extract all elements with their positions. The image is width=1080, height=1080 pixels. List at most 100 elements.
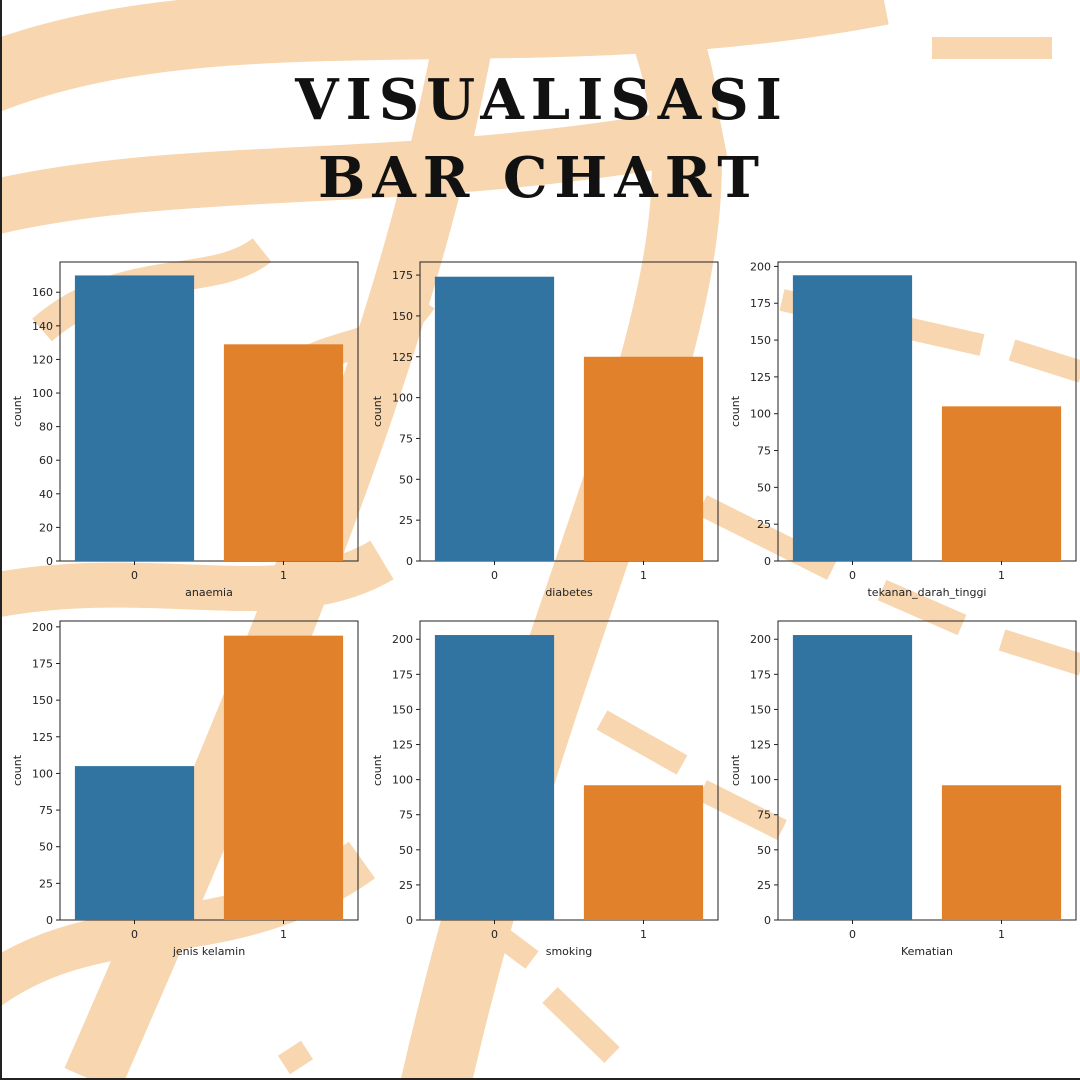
- y-tick-label: 175: [750, 668, 771, 681]
- decor-dash: [998, 629, 1080, 676]
- axes-frame: [419, 261, 719, 562]
- bar-kematian-0: [792, 635, 913, 920]
- y-tick-label: 20: [39, 521, 53, 534]
- y-tick-label: 75: [757, 445, 771, 458]
- x-tick-label: 0: [131, 928, 138, 941]
- y-tick-label: 50: [399, 844, 413, 857]
- y-tick-label: 200: [750, 633, 771, 646]
- y-tick-label: 60: [39, 454, 53, 467]
- y-tick-label: 100: [750, 408, 771, 421]
- y-tick-label: 150: [750, 703, 771, 716]
- decor-dash: [542, 987, 620, 1063]
- axes-frame: [777, 261, 1077, 562]
- y-tick-label: 100: [32, 387, 53, 400]
- x-tick-label: 1: [640, 569, 647, 582]
- x-tick-label: 0: [131, 569, 138, 582]
- axes-frame: [777, 620, 1077, 921]
- y-tick-label: 50: [757, 844, 771, 857]
- y-tick-label: 75: [757, 809, 771, 822]
- y-tick-label: 25: [39, 877, 53, 890]
- decor-stroke: [2, 0, 889, 112]
- y-tick-label: 120: [32, 353, 53, 366]
- axes-frame: [59, 261, 359, 562]
- decor-stroke: [2, 103, 728, 234]
- y-tick-label: 50: [39, 841, 53, 854]
- y-tick-label: 25: [399, 514, 413, 527]
- bar-smoking-1: [583, 785, 704, 920]
- decor-dash: [596, 710, 688, 775]
- axes-frame: [59, 620, 359, 921]
- y-tick-label: 0: [46, 555, 53, 568]
- y-axis-label: count: [729, 754, 742, 786]
- bar-smoking-0: [434, 635, 555, 920]
- y-axis-label: count: [11, 395, 24, 427]
- chart-tekanan-darah-tinggi: 0 1 0 25 50 75 100 125 150 175 200 tekanan_darah_ti…: [729, 260, 1077, 599]
- y-tick-label: 100: [32, 767, 53, 780]
- x-tick-label: 0: [849, 569, 856, 582]
- x-axis-label: smoking: [546, 945, 593, 958]
- y-tick-label: 0: [406, 914, 413, 927]
- bar-anaemia-0: [74, 275, 195, 561]
- bar-anaemia-1: [223, 344, 344, 561]
- y-tick-label: 100: [750, 774, 771, 787]
- decor-dash-lines: [277, 37, 1080, 1075]
- y-tick-label: 75: [399, 809, 413, 822]
- y-axis-label: count: [371, 395, 384, 427]
- y-tick-label: 175: [392, 668, 413, 681]
- y-axis-label: count: [11, 754, 24, 786]
- bar-jenis-kelamin-1: [223, 635, 344, 920]
- y-tick-label: 175: [392, 269, 413, 282]
- y-tick-label: 125: [392, 739, 413, 752]
- decor-dash: [1008, 339, 1080, 383]
- y-tick-label: 150: [392, 310, 413, 323]
- decor-dash: [277, 1040, 314, 1075]
- decor-dash: [697, 780, 787, 840]
- x-axis-label: diabetes: [545, 586, 593, 599]
- x-tick-label: 1: [998, 928, 1005, 941]
- y-tick-label: 40: [39, 488, 53, 501]
- bar-diabetes-0: [434, 276, 555, 561]
- y-axis-label: count: [729, 395, 742, 427]
- y-tick-label: 75: [39, 804, 53, 817]
- y-tick-label: 25: [757, 879, 771, 892]
- y-tick-label: 200: [750, 260, 771, 273]
- y-tick-label: 0: [46, 914, 53, 927]
- bar-tekanan-darah-tinggi-0: [792, 275, 913, 561]
- y-tick-label: 175: [750, 297, 771, 310]
- axes-frame: [419, 620, 719, 921]
- y-tick-label: 25: [399, 879, 413, 892]
- y-tick-label: 75: [399, 432, 413, 445]
- x-axis-label: Kematian: [901, 945, 953, 958]
- x-tick-label: 1: [640, 928, 647, 941]
- y-tick-label: 100: [392, 774, 413, 787]
- x-tick-label: 0: [491, 928, 498, 941]
- y-tick-label: 80: [39, 421, 53, 434]
- chart-kematian: 0 1 0 25 50 75 100 125 150 175 200 Kematian count: [729, 620, 1077, 958]
- y-tick-label: 200: [392, 633, 413, 646]
- y-tick-label: 175: [32, 658, 53, 671]
- y-tick-label: 200: [32, 621, 53, 634]
- y-tick-label: 150: [392, 703, 413, 716]
- y-tick-label: 0: [406, 555, 413, 568]
- y-tick-label: 25: [757, 518, 771, 531]
- decor-stroke: [2, 540, 394, 617]
- bar-diabetes-1: [583, 356, 704, 561]
- x-tick-label: 1: [280, 928, 287, 941]
- x-tick-label: 0: [491, 569, 498, 582]
- chart-diabetes: 0 1 0 25 50 75 100 125 150 175 diabetes count: [371, 261, 719, 599]
- y-axis-label: count: [371, 754, 384, 786]
- y-tick-label: 125: [392, 351, 413, 364]
- x-tick-label: 0: [849, 928, 856, 941]
- y-tick-label: 0: [764, 914, 771, 927]
- y-tick-label: 150: [32, 694, 53, 707]
- x-tick-label: 1: [280, 569, 287, 582]
- x-axis-label: tekanan_darah_tinggi: [867, 586, 986, 599]
- bar-kematian-1: [941, 785, 1062, 920]
- y-tick-label: 125: [750, 739, 771, 752]
- y-tick-label: 140: [32, 320, 53, 333]
- bar-tekanan-darah-tinggi-1: [941, 406, 1062, 561]
- chart-jenis-kelamin: 0 1 0 25 50 75 100 125 150 175 200 jenis kelamin cou…: [11, 620, 359, 958]
- page-title-line-1: VISUALISASI: [295, 67, 789, 133]
- decor-dash: [485, 921, 539, 969]
